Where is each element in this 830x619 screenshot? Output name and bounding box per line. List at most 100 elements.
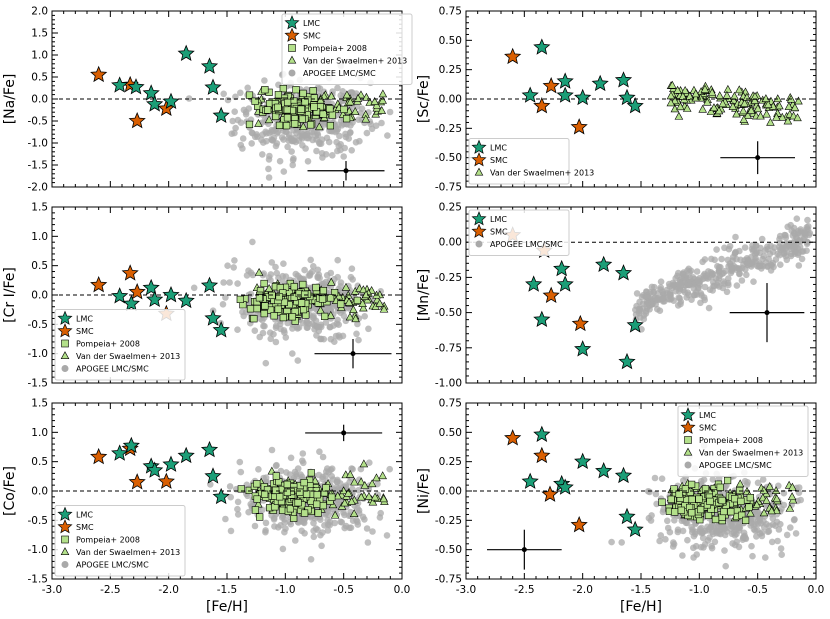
- apogee-point: [267, 271, 275, 278]
- legend-marker-smc: [57, 323, 73, 338]
- apogee-point: [693, 268, 701, 275]
- y-tick-label: -0.25: [435, 272, 462, 284]
- pompeia-point: [302, 490, 311, 498]
- vds-point: [706, 107, 716, 115]
- pompeia-point: [727, 508, 735, 516]
- apogee-point: [359, 513, 367, 521]
- lmc-star: [618, 507, 636, 525]
- vds-point: [340, 498, 349, 507]
- lmc-star: [556, 72, 574, 89]
- apogee-point: [230, 264, 237, 271]
- pompeia-point: [677, 506, 685, 514]
- apogee-point: [331, 519, 339, 527]
- pompeia-point: [253, 495, 261, 503]
- lmc-star: [111, 287, 129, 304]
- apogee-point: [284, 319, 291, 327]
- y-tick-label: 0.00: [439, 237, 462, 249]
- apogee-point: [316, 274, 323, 282]
- apogee-point: [363, 129, 371, 137]
- apogee-point: [240, 106, 248, 114]
- legend-marker-smc: [284, 27, 300, 42]
- apogee-point: [652, 490, 660, 498]
- pompeia-point: [255, 294, 264, 302]
- vds-point: [339, 486, 348, 495]
- apogee-point: [341, 524, 349, 532]
- apogee-point: [310, 263, 317, 270]
- apogee-point: [272, 142, 280, 150]
- apogee-point: [227, 527, 235, 535]
- y-tick-label: -1.0: [28, 348, 49, 360]
- legend-marker-apogee: [61, 561, 69, 568]
- apogee-point: [793, 215, 801, 222]
- pompeia-point: [670, 485, 678, 493]
- pompeia-point: [261, 86, 269, 94]
- apogee-point: [247, 500, 254, 508]
- y-tick-label: 1.0: [31, 50, 48, 62]
- lmc-star: [122, 436, 140, 454]
- apogee-point: [306, 270, 314, 277]
- apogee-point: [318, 542, 325, 550]
- legend-marker-vds: [287, 55, 297, 64]
- pompeia-point: [718, 496, 726, 505]
- pompeia-point: [731, 495, 739, 503]
- apogee-point: [777, 545, 785, 552]
- y-tick-label: -0.50: [435, 152, 462, 164]
- apogee-point: [667, 291, 674, 299]
- apogee-point: [287, 520, 295, 528]
- vds-point: [372, 473, 381, 482]
- apogee-point: [701, 256, 709, 263]
- apogee-point: [783, 248, 790, 255]
- legend-marker-lmc: [680, 407, 696, 422]
- vds-point: [359, 303, 368, 312]
- apogee-point: [237, 468, 245, 476]
- apogee-point: [237, 89, 244, 97]
- vds-point: [673, 85, 682, 94]
- pompeia-point: [326, 105, 334, 113]
- y-tick-label: 0.00: [439, 94, 462, 106]
- pompeia-point: [261, 302, 269, 310]
- apogee-point: [298, 473, 306, 481]
- vds-point: [361, 290, 371, 299]
- pompeia-point: [250, 315, 258, 323]
- apogee-point: [378, 119, 385, 127]
- legend-label: Van der Swaelmen+ 2013: [76, 352, 180, 361]
- apogee-point: [304, 158, 312, 165]
- pompeia-point: [251, 506, 260, 514]
- apogee-point: [259, 131, 267, 138]
- apogee-point: [783, 256, 791, 264]
- legend-marker-pompeia: [61, 339, 69, 348]
- apogee-point: [355, 507, 363, 514]
- apogee-point: [352, 139, 360, 146]
- apogee-point: [729, 540, 736, 547]
- apogee-point: [347, 273, 355, 281]
- x-tick-label: 0.0: [394, 584, 411, 596]
- lmc-star: [574, 88, 592, 106]
- legend-marker-smc: [471, 223, 487, 238]
- pompeia-point: [688, 495, 696, 504]
- apogee-point: [750, 526, 758, 533]
- vds-point: [750, 91, 760, 100]
- y-tick-label: -0.75: [435, 574, 462, 586]
- pompeia-point: [688, 509, 696, 517]
- apogee-point: [637, 314, 644, 321]
- apogee-point: [334, 273, 342, 281]
- y-axis-label: [Na/Fe]: [2, 74, 18, 125]
- apogee-point: [329, 152, 336, 159]
- pompeia-point: [275, 121, 284, 129]
- apogee-point: [754, 479, 762, 487]
- apogee-point: [346, 524, 353, 532]
- vds-point: [344, 297, 354, 306]
- y-tick-label: -0.5: [28, 319, 49, 331]
- pompeia-point: [274, 103, 282, 111]
- legend-box: [468, 209, 570, 256]
- y-tick-label: -0.25: [435, 123, 462, 135]
- vds-point: [668, 80, 677, 89]
- apogee-point: [715, 267, 723, 274]
- y-tick-label: 2.0: [31, 6, 48, 18]
- y-axis-label: [Co/Fe]: [2, 466, 18, 516]
- y-tick-label: 0.5: [31, 72, 48, 84]
- pompeia-point: [260, 309, 268, 318]
- lmc-star: [533, 310, 551, 327]
- lmc-star: [142, 84, 160, 101]
- apogee-point: [386, 108, 394, 116]
